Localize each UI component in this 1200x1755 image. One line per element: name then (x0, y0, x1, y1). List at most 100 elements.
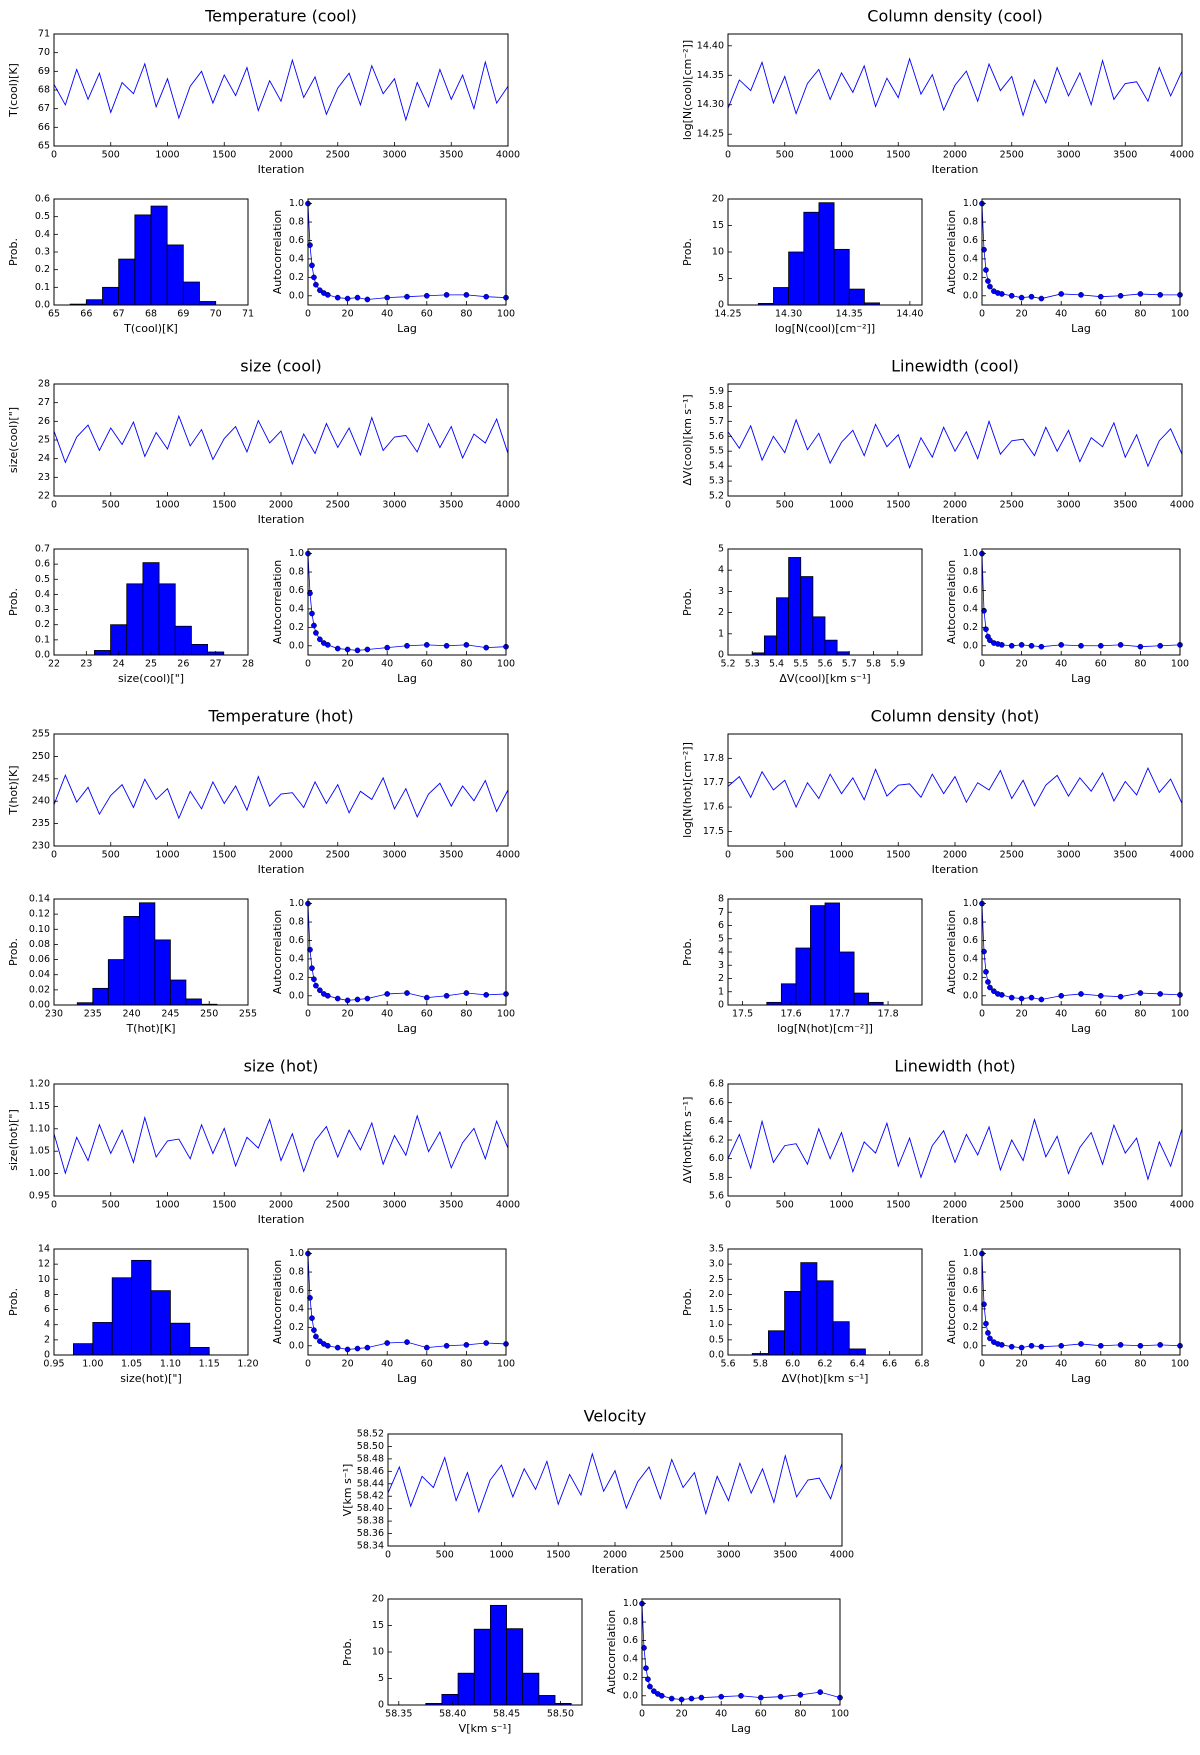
x-tick-label: 69 (177, 309, 189, 320)
chart-title: Temperature (cool) (204, 7, 357, 26)
y-tick-label: 6.4 (709, 1116, 724, 1127)
x-tick-label: 1000 (155, 1200, 179, 1211)
histogram-bar (812, 616, 826, 656)
x-axis-label: Iteration (932, 1213, 979, 1226)
x-tick-label: 20 (342, 1359, 354, 1370)
autocorrelation-point (688, 1695, 695, 1702)
y-tick-label: 14.25 (697, 129, 724, 140)
autocorrelation-point (1117, 292, 1124, 299)
autocorrelation-point (404, 990, 410, 996)
x-tick-label: 100 (1171, 1359, 1189, 1370)
autocorrelation-point (317, 987, 323, 994)
histogram-bar (780, 983, 797, 1006)
x-tick-label: 5.5 (793, 659, 808, 670)
y-tick-label: 0.6 (289, 585, 304, 596)
x-tick-label: 60 (421, 1009, 433, 1020)
x-tick-label: 27 (210, 659, 222, 670)
y-tick-label: 0.6 (963, 935, 978, 946)
autocorrelation-point (423, 1344, 430, 1351)
autocorrelation-point (311, 622, 317, 629)
y-axis-label: Prob. (7, 588, 20, 616)
autocorrelation-point (324, 642, 331, 648)
x-tick-label: 40 (1055, 1009, 1067, 1020)
autocorrelation-point (483, 293, 490, 300)
x-tick-label: 3500 (439, 150, 463, 161)
y-tick-label: 5.8 (709, 401, 724, 412)
x-tick-label: 1500 (212, 500, 236, 511)
x-tick-label: 3000 (382, 1200, 406, 1211)
x-tick-label: 1.20 (237, 1359, 258, 1370)
autocorrelation-point (985, 1330, 991, 1336)
y-tick-label: 1.20 (29, 1079, 50, 1090)
y-tick-label: 0 (718, 300, 724, 311)
x-tick-label: 26 (177, 659, 189, 670)
histogram-bar (853, 992, 870, 1006)
x-tick-label: 14.40 (896, 309, 923, 320)
y-tick-label: 6.6 (709, 1097, 724, 1108)
y-tick-label: 65 (38, 141, 50, 152)
histogram-bar (158, 583, 176, 656)
autocorrelation-point (384, 294, 391, 301)
histogram-bar (189, 1347, 210, 1356)
x-tick-label: 3000 (1056, 150, 1080, 161)
y-axis-label: Prob. (341, 1638, 354, 1666)
autocorrelation-point (423, 292, 430, 299)
y-tick-label: 0.0 (35, 650, 50, 661)
x-axis-label: Lag (1071, 1022, 1091, 1035)
histogram-bar (824, 902, 840, 1006)
histogram-bar (94, 650, 111, 656)
histogram-bar (441, 1694, 459, 1706)
autocorrelation-point (443, 642, 450, 649)
x-tick-label: 2500 (1000, 1200, 1024, 1211)
autocorrelation-point (981, 1301, 987, 1308)
y-tick-label: 3.0 (709, 1259, 724, 1270)
autocorrelation-point (364, 1344, 371, 1351)
x-tick-label: 0 (305, 1009, 311, 1020)
x-tick-label: 40 (1055, 659, 1067, 670)
x-tick-label: 40 (1055, 309, 1067, 320)
y-tick-label: 58.34 (357, 1541, 384, 1552)
y-tick-label: 58.42 (357, 1491, 384, 1502)
autocorrelation-point (334, 294, 341, 301)
x-tick-label: 3500 (439, 500, 463, 511)
x-tick-label: 66 (80, 309, 92, 320)
x-tick-label: 17.8 (877, 1009, 898, 1020)
x-axis-label: log[N(cool)[cm⁻²]] (775, 322, 875, 335)
autocorrelation-point (309, 965, 315, 971)
x-tick-label: 40 (715, 1709, 727, 1720)
x-tick-label: 24 (113, 659, 125, 670)
x-tick-label: 100 (1171, 1009, 1189, 1020)
autocorrelation-point (404, 1339, 410, 1345)
y-tick-label: 255 (32, 729, 50, 740)
autocorrelation-point (313, 1333, 319, 1340)
y-tick-label: 6.8 (709, 1079, 724, 1090)
autocorrelation-point (463, 990, 470, 996)
x-tick-label: 3000 (716, 1550, 740, 1561)
autocorrelation-point (1137, 291, 1144, 297)
x-tick-label: 2500 (326, 150, 350, 161)
histogram-bar (102, 286, 120, 306)
autocorrelation-point (364, 296, 371, 303)
y-tick-label: 3 (718, 960, 724, 971)
autocorrelation-point (738, 1692, 744, 1699)
y-tick-label: 0.0 (623, 1690, 638, 1701)
x-tick-label: 20 (342, 659, 354, 670)
x-tick-label: 60 (421, 659, 433, 670)
y-tick-label: 14.30 (697, 99, 724, 110)
x-tick-label: 80 (1134, 309, 1146, 320)
y-axis-label: log[N(cool)[cm⁻²]] (681, 40, 694, 140)
x-tick-label: 3000 (1056, 1200, 1080, 1211)
x-tick-label: 0 (979, 1009, 985, 1020)
autocorrelation-point (718, 1693, 725, 1700)
histogram-bar (773, 287, 790, 306)
x-tick-label: 2000 (603, 1550, 627, 1561)
y-tick-label: 17.8 (703, 753, 724, 764)
x-tick-label: 0 (639, 1709, 645, 1720)
x-tick-label: 20 (342, 309, 354, 320)
y-axis-label: Autocorrelation (271, 910, 284, 995)
x-tick-label: 250 (200, 1009, 218, 1020)
autocorrelation-point (1137, 1342, 1144, 1349)
y-tick-label: 0.0 (289, 990, 304, 1001)
y-tick-label: 0.0 (963, 290, 978, 301)
histogram-bar (169, 1322, 191, 1356)
